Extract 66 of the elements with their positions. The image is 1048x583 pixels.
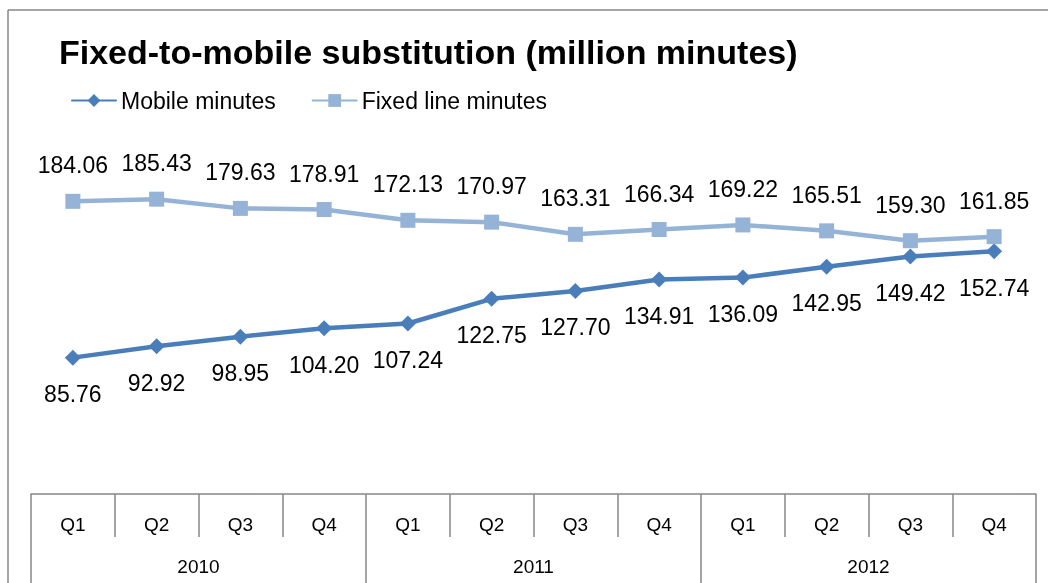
- data-label: 161.85: [958, 187, 1030, 214]
- x-tick-label: Q2: [143, 514, 170, 535]
- data-label: 165.51: [791, 181, 862, 208]
- x-tick-label: Q1: [395, 514, 421, 535]
- chart-title: Fixed-to-mobile substitution (million minutes): [59, 33, 798, 71]
- data-label: 104.20: [288, 351, 360, 378]
- legend-label: Mobile minutes: [121, 87, 276, 114]
- point: [567, 226, 583, 242]
- point: [149, 191, 165, 207]
- point: [902, 248, 919, 265]
- data-label: 149.42: [875, 279, 946, 306]
- point: [819, 223, 835, 239]
- point: [734, 269, 751, 286]
- data-label: 185.43: [121, 150, 192, 177]
- data-label: 122.75: [456, 322, 527, 349]
- x-tick-label: Q2: [813, 514, 840, 535]
- point: [567, 282, 584, 299]
- text: 2010: [177, 556, 220, 577]
- x-tick-label: Q2: [478, 514, 505, 535]
- point: [232, 328, 249, 345]
- data-label: 127.70: [540, 314, 611, 341]
- point: [148, 338, 165, 355]
- point: [64, 349, 81, 366]
- point: [400, 212, 416, 228]
- data-label: 134.91: [623, 302, 695, 329]
- data-label: 172.13: [372, 171, 444, 198]
- point: [484, 214, 500, 230]
- data-label: 152.74: [958, 274, 1030, 301]
- data-label: 184.06: [37, 152, 109, 179]
- data-label: 136.09: [707, 301, 779, 328]
- point: [986, 229, 1002, 245]
- x-tick-label: Q1: [730, 514, 756, 535]
- point: [232, 200, 248, 216]
- point: [902, 233, 918, 249]
- data-label: 178.91: [288, 160, 360, 187]
- point: [651, 271, 668, 288]
- x-tick-label: Q3: [562, 514, 589, 535]
- data-label: 85.76: [44, 381, 102, 408]
- legend-label: Fixed line minutes: [361, 87, 548, 114]
- point: [316, 320, 333, 337]
- data-label: 92.92: [127, 369, 186, 396]
- point: [651, 222, 667, 238]
- text: 2011: [513, 556, 554, 577]
- x-tick-label: Q1: [60, 514, 86, 535]
- point: [483, 290, 500, 307]
- x-tick-label: Q4: [981, 514, 1008, 535]
- data-label: 98.95: [211, 360, 270, 387]
- point: [818, 258, 835, 275]
- point: [986, 243, 1003, 260]
- point: [735, 217, 751, 233]
- data-label: 142.95: [791, 290, 862, 317]
- x-tick-label: Q3: [227, 514, 254, 535]
- point: [399, 315, 416, 332]
- text: 2012: [847, 556, 890, 577]
- data-label: 107.24: [372, 346, 444, 373]
- point: [65, 193, 81, 209]
- data-label: 159.30: [875, 191, 946, 218]
- point: [316, 202, 332, 218]
- x-tick-label: Q4: [646, 514, 673, 535]
- data-label: 170.97: [456, 173, 527, 200]
- data-label: 179.63: [205, 159, 276, 186]
- x-tick-label: Q3: [897, 514, 924, 535]
- x-tick-label: Q4: [311, 514, 338, 535]
- data-label: 169.22: [707, 175, 779, 202]
- data-label: 163.31: [540, 185, 611, 212]
- data-label: 166.34: [623, 180, 695, 207]
